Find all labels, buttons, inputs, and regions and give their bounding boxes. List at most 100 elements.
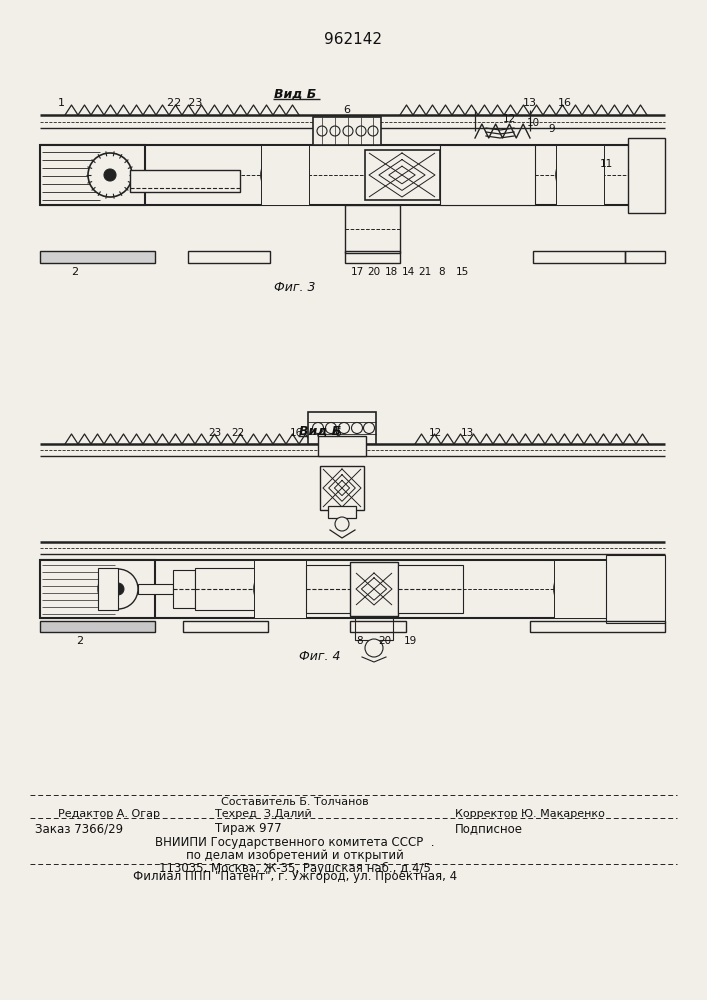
Text: Тираж 977: Тираж 977 [215, 822, 281, 835]
Text: Корректор Ю. Макаренко: Корректор Ю. Макаренко [455, 809, 605, 819]
Circle shape [98, 569, 138, 609]
Bar [398, 565, 463, 613]
Circle shape [325, 422, 337, 434]
Text: Составитель Б. Толчанов: Составитель Б. Толчанов [221, 797, 369, 807]
Bar [440, 145, 535, 205]
Bar [138, 584, 173, 594]
Circle shape [312, 422, 324, 434]
Bar [40, 621, 155, 632]
Text: 9: 9 [548, 124, 554, 134]
Bar [350, 562, 398, 616]
Text: 23: 23 [209, 428, 221, 438]
Bar [40, 145, 145, 205]
Text: 15: 15 [455, 267, 469, 277]
Text: 16: 16 [290, 428, 303, 438]
Text: 12: 12 [428, 428, 442, 438]
Bar [261, 145, 309, 205]
Text: 6: 6 [344, 105, 351, 115]
Text: 11: 11 [600, 159, 613, 169]
Text: 13: 13 [460, 428, 474, 438]
Bar [195, 568, 260, 610]
Text: 18: 18 [385, 267, 397, 277]
Circle shape [339, 422, 349, 434]
Text: 20: 20 [368, 267, 380, 277]
Bar [320, 466, 364, 510]
Circle shape [88, 153, 132, 197]
Text: 13: 13 [523, 98, 537, 108]
Circle shape [573, 582, 587, 596]
Text: Фиг. 4: Фиг. 4 [299, 650, 341, 663]
Text: 2: 2 [71, 267, 78, 277]
Bar [328, 506, 356, 518]
Text: 1: 1 [58, 98, 65, 108]
Circle shape [368, 126, 378, 136]
Bar [530, 621, 665, 632]
Text: 113035, Москва, Ж-35, Раушская наб., д.4/5: 113035, Москва, Ж-35, Раушская наб., д.4… [159, 862, 431, 875]
Bar [355, 618, 393, 640]
Circle shape [317, 126, 327, 136]
Text: Филиал ППП "Патент", г. Ужгород, ул. Проектная, 4: Филиал ППП "Патент", г. Ужгород, ул. Про… [133, 870, 457, 883]
Text: 12: 12 [503, 114, 516, 124]
Text: 6: 6 [334, 428, 341, 438]
Text: 962142: 962142 [324, 32, 382, 47]
Circle shape [574, 169, 586, 181]
Circle shape [279, 169, 291, 181]
Text: по делам изобретений и открытий: по делам изобретений и открытий [186, 849, 404, 862]
Circle shape [335, 517, 349, 531]
Circle shape [273, 582, 287, 596]
Circle shape [112, 583, 124, 595]
Circle shape [351, 422, 363, 434]
Text: 8: 8 [438, 267, 445, 277]
Bar [313, 117, 381, 145]
Circle shape [365, 639, 383, 657]
Bar [533, 251, 625, 263]
Bar [308, 412, 376, 444]
Text: 10: 10 [527, 118, 540, 128]
Bar [183, 621, 268, 632]
Bar [628, 138, 665, 213]
Bar [365, 150, 440, 200]
Text: Вид Б: Вид Б [299, 425, 341, 438]
Text: Редактор А. Огар: Редактор А. Огар [58, 809, 160, 819]
Text: 21: 21 [419, 267, 432, 277]
Bar [98, 568, 118, 610]
Text: 2: 2 [76, 636, 83, 646]
Bar [345, 251, 400, 263]
Circle shape [343, 126, 353, 136]
Text: Вид Б: Вид Б [274, 88, 316, 101]
Bar [625, 251, 665, 263]
Text: Фиг. 3: Фиг. 3 [274, 281, 316, 294]
Bar [556, 145, 604, 205]
Text: 22: 22 [231, 428, 245, 438]
Circle shape [363, 422, 375, 434]
Text: Техред  З.Далий: Техред З.Далий [215, 809, 312, 819]
Bar [350, 621, 406, 632]
Bar [254, 560, 306, 618]
Text: ВНИИПИ Государственного комитета СССР  .: ВНИИПИ Государственного комитета СССР . [156, 836, 435, 849]
Bar [345, 205, 400, 253]
Bar [40, 560, 155, 618]
Bar [173, 570, 195, 608]
Text: 17: 17 [351, 267, 363, 277]
Circle shape [356, 126, 366, 136]
Circle shape [104, 169, 116, 181]
Bar [130, 170, 240, 192]
Circle shape [261, 151, 309, 199]
Circle shape [254, 563, 306, 615]
Circle shape [330, 126, 340, 136]
Text: Подписное: Подписное [455, 822, 523, 835]
Bar [318, 436, 366, 456]
Text: 19: 19 [404, 636, 416, 646]
Bar [306, 565, 376, 613]
Bar [40, 251, 155, 263]
Bar [188, 251, 270, 263]
Text: 14: 14 [402, 267, 414, 277]
Circle shape [556, 151, 604, 199]
Text: 8: 8 [357, 636, 363, 646]
Circle shape [554, 563, 606, 615]
Text: Заказ 7366/29: Заказ 7366/29 [35, 822, 123, 835]
Text: 20: 20 [378, 636, 392, 646]
Bar [554, 560, 606, 618]
Bar [606, 555, 665, 623]
Text: 16: 16 [558, 98, 572, 108]
